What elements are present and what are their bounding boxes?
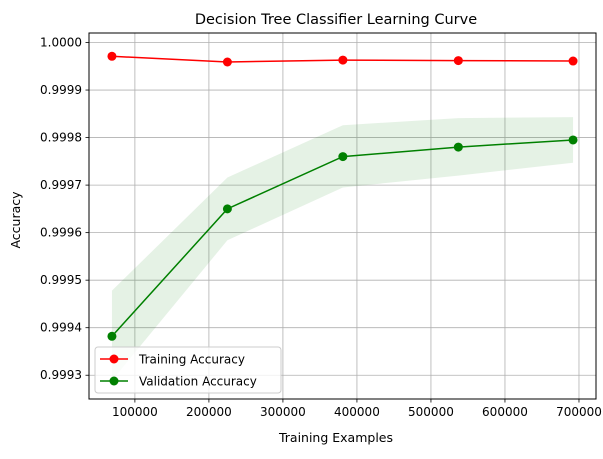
data-point [338, 55, 348, 65]
y-tick-label: 0.9996 [40, 226, 82, 240]
plot-area-frame [88, 32, 597, 400]
data-point [107, 51, 117, 61]
legend: Training Accuracy Validation Accuracy [94, 346, 282, 394]
x-tick-label: 700000 [556, 405, 602, 419]
x-tick-label: 300000 [260, 405, 306, 419]
x-tick-label: 600000 [482, 405, 528, 419]
data-point [222, 204, 232, 214]
chart-title: Decision Tree Classifier Learning Curve [195, 12, 477, 28]
series-lines [107, 51, 578, 341]
legend-box [94, 346, 282, 394]
data-point [568, 135, 578, 145]
legend-marker [109, 354, 119, 364]
y-axis-label: Accuracy [8, 191, 23, 249]
y-tick-label: 0.9998 [40, 131, 82, 145]
data-point [338, 152, 348, 162]
legend-label: Training Accuracy [138, 353, 245, 367]
y-tick-label: 0.9994 [40, 321, 82, 335]
x-tick-label: 400000 [334, 405, 380, 419]
grid [89, 33, 596, 399]
legend-marker [109, 376, 119, 386]
y-tick-label: 0.9997 [40, 178, 82, 192]
data-point [453, 56, 463, 66]
axis-ticks: 100000 200000 300000 400000 500000 600000 7000… [40, 36, 602, 419]
data-point [222, 57, 232, 67]
x-tick-label: 100000 [112, 405, 158, 419]
data-point [107, 331, 117, 341]
data-point [453, 142, 463, 152]
y-tick-label: 0.9995 [40, 273, 82, 287]
x-axis-label: Training Examples [278, 430, 393, 445]
y-tick-label: 0.9993 [40, 368, 82, 382]
confidence-band [111, 117, 574, 381]
data-point [568, 56, 578, 66]
x-tick-label: 200000 [186, 405, 232, 419]
x-tick-label: 500000 [408, 405, 454, 419]
confidence-bands [111, 55, 574, 381]
y-tick-label: 1.0000 [40, 36, 82, 50]
y-tick-label: 0.9999 [40, 83, 82, 97]
legend-label: Validation Accuracy [139, 375, 257, 389]
